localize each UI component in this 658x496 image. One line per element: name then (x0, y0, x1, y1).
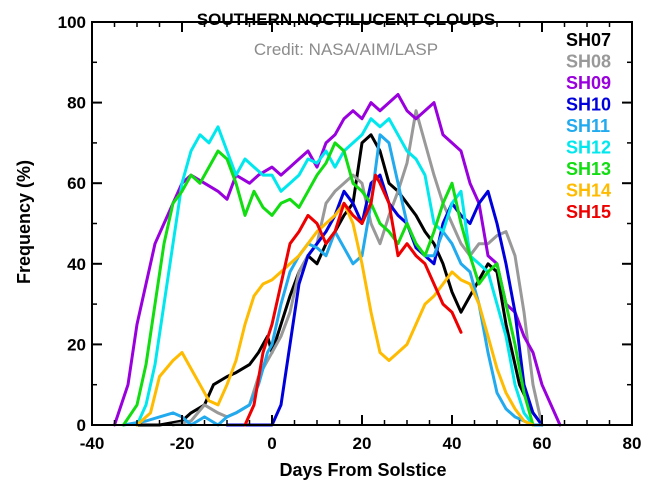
series-line-sh12 (135, 117, 535, 427)
series-line-sh15 (243, 173, 463, 427)
legend-entry-sh13: SH13 (566, 159, 611, 179)
legend-entry-sh14: SH14 (566, 181, 611, 201)
x-tick-label: 20 (353, 434, 372, 453)
x-tick-label: 60 (533, 434, 552, 453)
series-line-sh13 (122, 141, 535, 427)
y-tick-label: 60 (67, 174, 86, 193)
legend-entry-sh10: SH10 (566, 95, 611, 115)
series-lines (113, 93, 562, 427)
x-tick-label: 40 (443, 434, 462, 453)
legend-entry-sh15: SH15 (566, 202, 611, 222)
x-axis-title: Days From Solstice (279, 460, 446, 480)
axes (91, 21, 633, 426)
y-tick-label: 0 (77, 416, 86, 435)
y-axis-title: Frequency (%) (14, 160, 34, 284)
series-line-sh10 (225, 173, 544, 427)
legend-entry-sh11: SH11 (566, 116, 610, 136)
x-tick-label: 80 (623, 434, 642, 453)
x-tick-label: 0 (267, 434, 276, 453)
tick-labels: -40 -20 0 20 40 60 80 0 20 40 60 80 100 (58, 13, 642, 453)
series-line-sh14 (135, 201, 535, 427)
y-tick-label: 100 (58, 13, 86, 32)
y-tick-label: 20 (67, 335, 86, 354)
chart-subtitle: Credit: NASA/AIM/LASP (254, 40, 438, 59)
legend-entry-sh12: SH12 (566, 138, 611, 158)
y-tick-label: 80 (67, 94, 86, 113)
x-tick-label: -40 (80, 434, 105, 453)
chart-title: SOUTHERN NOCTILUCENT CLOUDS (197, 10, 495, 29)
y-tick-label: 40 (67, 255, 86, 274)
legend-entry-sh08: SH08 (566, 52, 611, 72)
legend-entry-sh09: SH09 (566, 73, 611, 93)
x-tick-label: -20 (170, 434, 195, 453)
legend-entry-sh07: SH07 (566, 30, 611, 50)
